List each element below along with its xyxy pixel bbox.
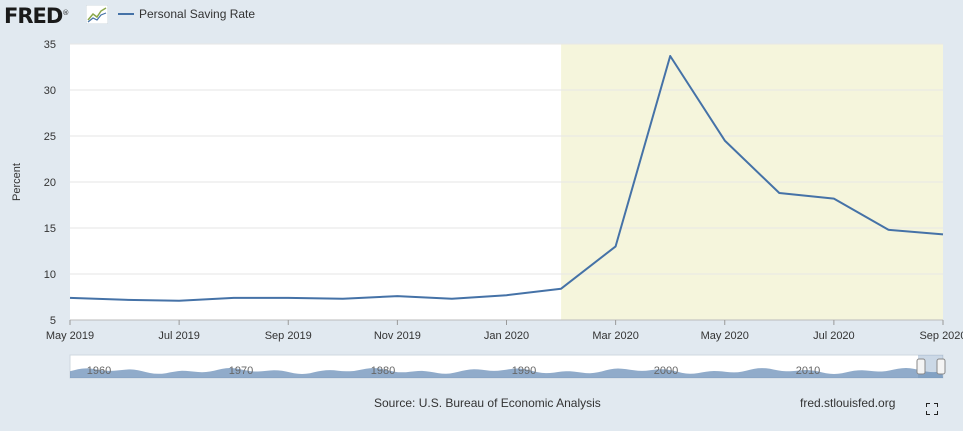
fullscreen-icon[interactable] <box>926 403 938 415</box>
navigator-handle-right[interactable] <box>936 358 946 375</box>
data-point <box>887 228 890 231</box>
x-tick-label: Sep 2020 <box>919 330 963 342</box>
chart-legend[interactable]: Personal Saving Rate <box>118 7 255 21</box>
fred-logo[interactable]: FRED® <box>4 4 69 28</box>
registered-mark: ® <box>62 9 69 17</box>
y-tick-label: 20 <box>44 177 56 189</box>
x-tick-label: Jul 2019 <box>158 330 200 342</box>
legend-swatch <box>118 13 134 15</box>
data-point <box>560 287 563 290</box>
data-point <box>450 297 453 300</box>
x-tick-label: Sep 2019 <box>265 330 312 342</box>
data-point <box>396 295 399 298</box>
y-axis-label: Percent <box>11 163 23 201</box>
navigator-label: 2010 <box>796 365 820 377</box>
fred-chart-icon <box>86 5 108 24</box>
x-tick-label: May 2020 <box>701 330 749 342</box>
series-line <box>69 55 944 302</box>
navigator-label: 2000 <box>654 365 678 377</box>
data-point <box>287 296 290 299</box>
data-point <box>69 296 72 299</box>
navigator-label: 1980 <box>371 365 395 377</box>
data-point <box>669 54 672 57</box>
y-tick-label: 10 <box>44 269 56 281</box>
y-tick-label: 25 <box>44 131 56 143</box>
y-tick-label: 15 <box>44 223 56 235</box>
site-link[interactable]: fred.stlouisfed.org <box>800 396 896 410</box>
navigator-label: 1960 <box>87 365 111 377</box>
y-tick-label: 30 <box>44 85 56 97</box>
x-tick-label: May 2019 <box>46 330 94 342</box>
y-tick-label: 35 <box>44 39 56 51</box>
data-point <box>778 192 781 195</box>
navigator-label: 1970 <box>229 365 253 377</box>
source-text: Source: U.S. Bureau of Economic Analysis <box>374 396 601 410</box>
data-point <box>942 233 945 236</box>
data-point <box>505 294 508 297</box>
data-point <box>178 299 181 302</box>
data-point <box>232 296 235 299</box>
data-point <box>723 139 726 142</box>
y-tick-label: 5 <box>50 315 56 327</box>
fred-logo-text: FRED <box>4 4 63 28</box>
navigator-area <box>70 368 943 378</box>
data-point <box>832 197 835 200</box>
data-point <box>614 245 617 248</box>
x-tick-label: Jan 2020 <box>484 330 529 342</box>
x-tick-label: Nov 2019 <box>374 330 421 342</box>
navigator-handle-left[interactable] <box>916 358 926 375</box>
x-tick-label: Jul 2020 <box>813 330 855 342</box>
data-point <box>123 298 126 301</box>
data-point <box>341 297 344 300</box>
x-tick-label: Mar 2020 <box>592 330 638 342</box>
navigator-label: 1990 <box>512 365 536 377</box>
legend-label: Personal Saving Rate <box>139 7 256 21</box>
